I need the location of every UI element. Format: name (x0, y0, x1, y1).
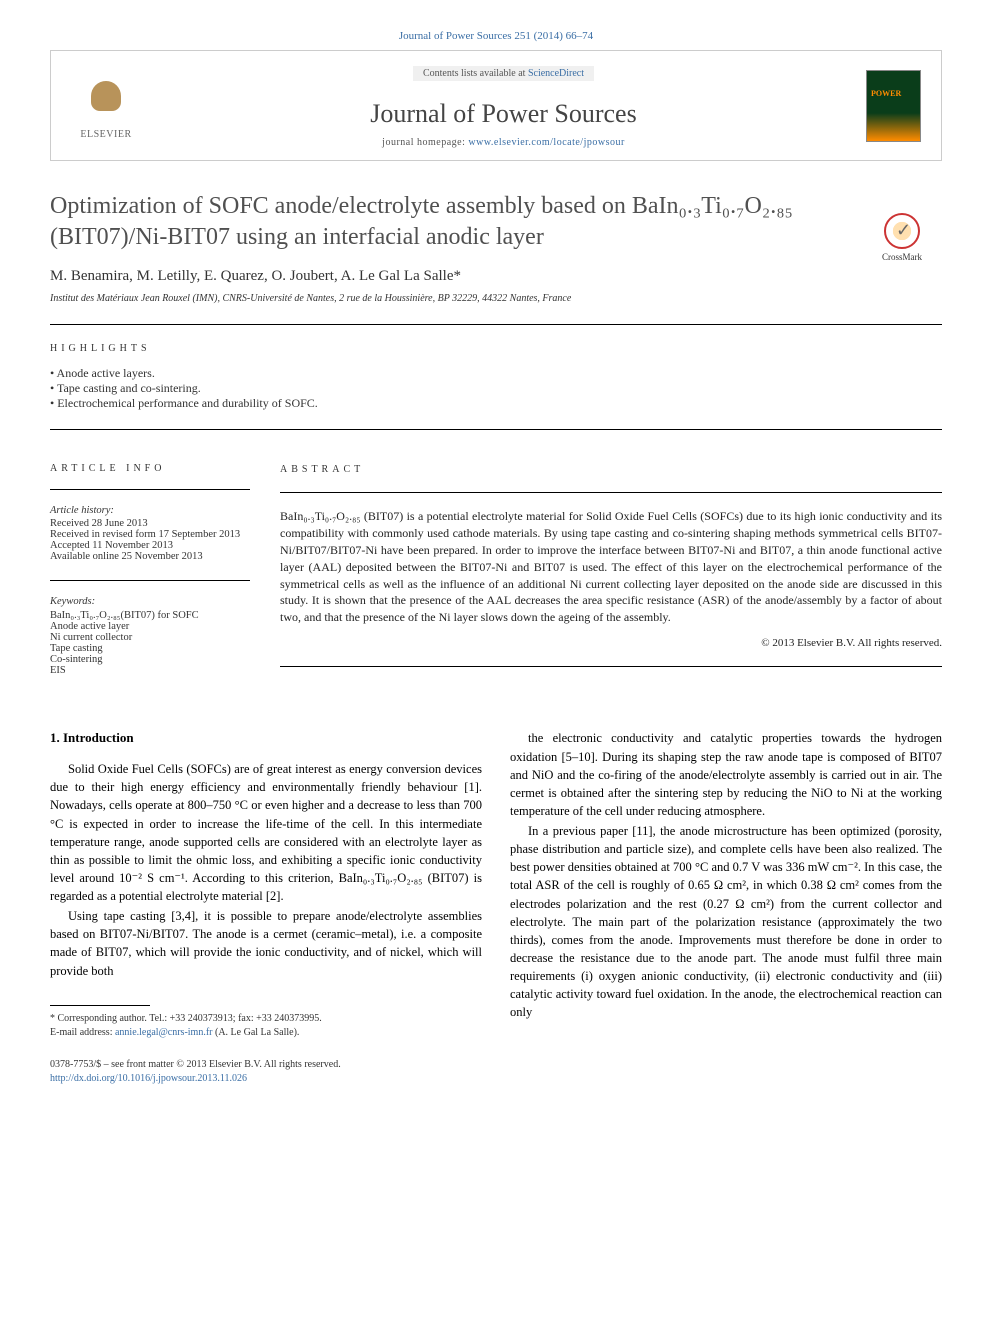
body-paragraph: Using tape casting [3,4], it is possible… (50, 907, 482, 980)
body-text: 1. Introduction Solid Oxide Fuel Cells (… (50, 729, 942, 1086)
authors-list: M. Benamira, M. Letilly, E. Quarez, O. J… (50, 268, 942, 285)
history-label: Article history: (50, 505, 250, 516)
keyword: EIS (50, 665, 250, 676)
citation-bar: Journal of Power Sources 251 (2014) 66–7… (50, 30, 942, 42)
highlight-item: Electrochemical performance and durabili… (50, 396, 942, 411)
contents-available: Contents lists available at ScienceDirec… (413, 66, 594, 81)
article-history: Article history: Received 28 June 2013 R… (50, 505, 250, 562)
highlights-list: Anode active layers. Tape casting and co… (50, 366, 942, 411)
journal-header: ELSEVIER Contents lists available at Sci… (50, 50, 942, 161)
homepage-link[interactable]: www.elsevier.com/locate/jpowsour (468, 137, 624, 148)
contents-prefix: Contents lists available at (423, 68, 528, 79)
footnote-divider (50, 1005, 150, 1006)
divider (50, 324, 942, 325)
keywords-block: Keywords: BaIn₀.₃Ti₀.₇O₂.₈₅(BIT07) for S… (50, 596, 250, 676)
body-column-right: the electronic conductivity and catalyti… (510, 729, 942, 1086)
intro-heading: 1. Introduction (50, 729, 482, 748)
journal-cover-thumb (866, 70, 921, 142)
body-paragraph: the electronic conductivity and catalyti… (510, 729, 942, 820)
homepage-line: journal homepage: www.elsevier.com/locat… (141, 137, 866, 148)
keyword: Tape casting (50, 643, 250, 654)
divider (50, 580, 250, 581)
body-paragraph: In a previous paper [11], the anode micr… (510, 822, 942, 1021)
divider (280, 666, 942, 667)
elsevier-logo: ELSEVIER (71, 66, 141, 146)
elsevier-text: ELSEVIER (80, 129, 131, 140)
info-abstract-row: ARTICLE INFO Article history: Received 2… (50, 445, 942, 694)
keywords-label: Keywords: (50, 596, 250, 607)
issn-line: 0378-7753/$ – see front matter © 2013 El… (50, 1058, 482, 1073)
homepage-prefix: journal homepage: (382, 137, 468, 148)
crossmark-badge[interactable]: CrossMark (862, 213, 942, 262)
email-link[interactable]: annie.legal@cnrs-imn.fr (115, 1027, 213, 1038)
abstract-label: ABSTRACT (280, 463, 942, 477)
article-info-label: ARTICLE INFO (50, 463, 250, 474)
email-line: E-mail address: annie.legal@cnrs-imn.fr … (50, 1026, 482, 1040)
affiliation: Institut des Matériaux Jean Rouxel (IMN)… (50, 293, 942, 304)
divider (50, 429, 942, 430)
keyword: BaIn₀.₃Ti₀.₇O₂.₈₅(BIT07) for SOFC (50, 610, 250, 621)
abstract-text: BaIn₀.₃Ti₀.₇O₂.₈₅ (BIT07) is a potential… (280, 508, 942, 626)
doi-link[interactable]: http://dx.doi.org/10.1016/j.jpowsour.201… (50, 1072, 482, 1087)
issn-doi-bar: 0378-7753/$ – see front matter © 2013 El… (50, 1058, 482, 1087)
keyword: Anode active layer (50, 621, 250, 632)
highlight-item: Tape casting and co-sintering. (50, 381, 942, 396)
copyright: © 2013 Elsevier B.V. All rights reserved… (280, 636, 942, 651)
divider (280, 492, 942, 493)
article-info-column: ARTICLE INFO Article history: Received 2… (50, 445, 250, 694)
sciencedirect-link[interactable]: ScienceDirect (528, 68, 584, 79)
abstract-column: ABSTRACT BaIn₀.₃Ti₀.₇O₂.₈₅ (BIT07) is a … (280, 445, 942, 694)
email-suffix: (A. Le Gal La Salle). (213, 1027, 300, 1038)
corresponding-author-footnote: * Corresponding author. Tel.: +33 240373… (50, 1012, 482, 1040)
highlights-label: HIGHLIGHTS (50, 343, 942, 354)
crossmark-label: CrossMark (862, 252, 942, 262)
keyword: Ni current collector (50, 632, 250, 643)
accepted-date: Accepted 11 November 2013 (50, 540, 250, 551)
journal-name: Journal of Power Sources (141, 99, 866, 129)
crossmark-icon (884, 213, 920, 249)
email-label: E-mail address: (50, 1027, 115, 1038)
body-paragraph: Solid Oxide Fuel Cells (SOFCs) are of gr… (50, 760, 482, 905)
received-date: Received 28 June 2013 (50, 518, 250, 529)
body-column-left: 1. Introduction Solid Oxide Fuel Cells (… (50, 729, 482, 1086)
online-date: Available online 25 November 2013 (50, 551, 250, 562)
elsevier-tree-icon (81, 71, 131, 126)
article-title: Optimization of SOFC anode/electrolyte a… (50, 191, 942, 253)
highlight-item: Anode active layers. (50, 366, 942, 381)
keyword: Co-sintering (50, 654, 250, 665)
corresponding-line: * Corresponding author. Tel.: +33 240373… (50, 1012, 482, 1026)
revised-date: Received in revised form 17 September 20… (50, 529, 250, 540)
divider (50, 489, 250, 490)
